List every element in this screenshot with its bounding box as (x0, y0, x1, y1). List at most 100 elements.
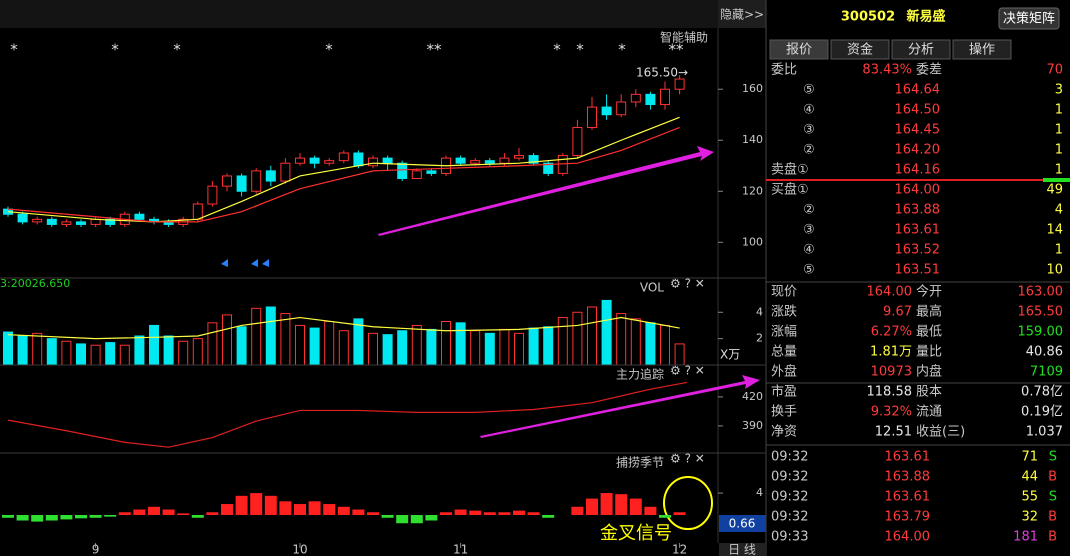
histogram-bar (527, 512, 540, 516)
quote-cell: 涨跌 (771, 304, 797, 320)
arrow (480, 375, 760, 438)
star-marker: * (618, 41, 626, 59)
quote-cell: 159.00 (1018, 325, 1064, 340)
tab-bg[interactable] (952, 39, 1012, 60)
stock-code: 300502 (841, 10, 895, 25)
star-marker: * (173, 41, 181, 59)
quote-cell: 40.86 (1026, 345, 1063, 360)
period[interactable]: 日 线 (728, 543, 756, 556)
histogram-bar (279, 501, 292, 516)
quote-cell: 7109 (1030, 365, 1063, 380)
stock-name: 新易盛 (906, 9, 945, 25)
quote-cell: 1 (1055, 123, 1063, 138)
quote-cell: 10973 (871, 365, 912, 380)
quote-cell: 1 (1055, 143, 1063, 158)
candle-body (572, 126, 583, 157)
quote-cell: 涨幅 (771, 325, 797, 340)
volume-bar (601, 299, 612, 366)
histogram-bar (352, 509, 365, 516)
arrows (378, 146, 760, 438)
star-marker: * (10, 41, 18, 59)
quote-cell: 1 (1055, 103, 1063, 118)
ma-line (7, 381, 688, 448)
tab[interactable]: 操作 (969, 42, 995, 58)
histogram-bar (16, 515, 29, 521)
volume-bar (61, 340, 72, 366)
candle-body (630, 93, 641, 103)
volume-bar (251, 307, 262, 366)
volume-bar (3, 331, 13, 366)
quote-cell: 10 (1046, 263, 1063, 278)
tab[interactable]: 报价 (786, 43, 812, 58)
candle-body (587, 106, 597, 128)
quote-cell: 164.64 (895, 83, 941, 98)
candle-body (353, 152, 364, 167)
volume-bar (105, 342, 116, 366)
volume-bar (382, 334, 393, 366)
histogram-bar (586, 498, 598, 516)
histogram-bar (206, 512, 219, 516)
histogram-bar (133, 509, 146, 516)
histogram-bar (483, 512, 496, 516)
current-box (719, 515, 766, 532)
volume-info: 3:20026.650 (0, 277, 70, 290)
candle-body (411, 170, 422, 180)
quote-cell: 165.50 (1018, 305, 1064, 320)
tab[interactable]: 分析 (908, 43, 934, 58)
histogram-bar (177, 513, 190, 516)
candle-body (61, 221, 72, 225)
histogram-bar (337, 506, 350, 516)
volume-bar (324, 321, 335, 366)
ma-line (7, 126, 680, 223)
signals (221, 259, 269, 267)
quote-cell: 83.43% (862, 63, 912, 78)
histogram-bar (89, 515, 102, 518)
volume-bar (265, 306, 276, 366)
tab-bg[interactable] (769, 39, 829, 60)
histogram-bar (498, 512, 511, 516)
tab-bg[interactable] (830, 39, 890, 60)
x-tick-label: 12 (672, 543, 687, 556)
quote-cell: 163.88 (885, 470, 931, 485)
decision-button[interactable]: 决策矩阵 (1003, 11, 1055, 27)
quote-cell: 71 (1021, 450, 1038, 465)
quote-cell: 55 (1021, 490, 1038, 505)
candle-body (397, 162, 408, 180)
quote-cell: B (1048, 470, 1057, 485)
quote-cell: 0.78亿 (1021, 385, 1063, 400)
tab[interactable]: 资金 (847, 42, 873, 58)
quote-cell: 09:32 (771, 510, 808, 525)
quote-cell: 换手 (771, 405, 797, 420)
quote-cell: 70 (1046, 63, 1063, 78)
volume-bar (236, 326, 247, 366)
candle-body (514, 155, 524, 159)
high-label: 165.50→ (636, 66, 688, 80)
quote-cell: 委差 (916, 63, 942, 78)
histogram-bar (425, 515, 438, 521)
hide-button[interactable]: 隐藏>> (720, 8, 764, 22)
volume-bar (514, 332, 524, 366)
histogram-bar (615, 494, 628, 516)
histogram-bar (294, 504, 306, 516)
hide-button-bg[interactable] (718, 0, 766, 28)
period-box[interactable] (719, 543, 766, 556)
volume-bar (368, 332, 378, 366)
volume-bar (470, 330, 481, 366)
quote-cell: B (1048, 510, 1057, 525)
volume-bar (557, 317, 568, 366)
quote-cell: 0.19亿 (1021, 405, 1063, 420)
histogram-bar (60, 515, 73, 520)
quote-cell: 卖盘① (771, 162, 809, 178)
volume-bar (76, 343, 86, 366)
histogram-bar (644, 506, 657, 516)
tab-bg[interactable] (891, 39, 951, 60)
panel-icons: ⚙ ? ✕ (670, 452, 705, 466)
button-bg[interactable] (998, 7, 1060, 30)
volume-bar (411, 324, 422, 366)
volume-bar (441, 321, 451, 366)
candle-body (543, 162, 554, 174)
panel-icons: ⚙ ? ✕ (670, 277, 705, 291)
histogram-bar (75, 515, 87, 519)
